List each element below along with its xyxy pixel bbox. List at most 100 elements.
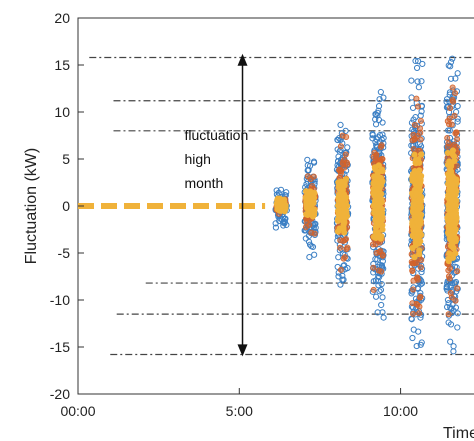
data-point-orange (373, 152, 380, 159)
data-point-blue (412, 57, 419, 65)
data-point-yellow (417, 220, 424, 227)
annotation-line: high (184, 151, 210, 167)
data-point-blue (378, 280, 385, 288)
data-point-blue (379, 294, 386, 301)
data-point-blue (339, 272, 346, 279)
data-point-blue (344, 144, 351, 151)
data-point-orange (344, 244, 351, 251)
data-point-blue (419, 60, 426, 68)
data-point-yellow (412, 236, 420, 243)
data-point-blue (413, 64, 421, 72)
data-point-blue (277, 186, 285, 193)
data-point-blue (449, 55, 456, 62)
y-tick-label: -15 (50, 339, 70, 355)
data-point-yellow (416, 205, 423, 213)
data-point-orange (370, 286, 377, 293)
data-point-yellow (303, 195, 310, 202)
data-point-yellow (336, 186, 343, 193)
data-point-orange (340, 255, 347, 262)
scatter-points (272, 55, 461, 355)
y-tick-label: 15 (54, 57, 70, 73)
data-point-orange (452, 297, 459, 304)
data-point-blue (281, 218, 288, 226)
data-point-yellow (453, 197, 460, 204)
data-point-blue (418, 280, 426, 287)
data-point-blue (281, 215, 288, 223)
data-point-yellow (409, 170, 417, 178)
data-point-yellow (378, 166, 385, 173)
data-point-yellow (307, 189, 314, 196)
data-point-yellow (447, 232, 455, 239)
data-point-yellow (335, 191, 343, 198)
data-point-orange (336, 167, 343, 174)
y-tick-label: 5 (62, 151, 70, 167)
data-point-blue (337, 121, 344, 129)
data-point-orange (377, 143, 384, 150)
arrow-head-top (237, 53, 248, 66)
data-point-blue (376, 273, 383, 281)
data-point-blue (375, 282, 382, 289)
data-point-blue (378, 301, 385, 309)
data-point-orange (409, 267, 416, 274)
data-point-yellow (412, 160, 420, 167)
data-point-blue (306, 241, 314, 248)
data-point-orange (416, 310, 423, 317)
data-point-blue (449, 280, 456, 287)
data-point-orange (454, 136, 461, 143)
x-tick-label: 5:00 (226, 403, 253, 419)
data-point-yellow (452, 219, 459, 226)
data-point-orange (339, 132, 346, 139)
data-point-blue (380, 314, 387, 321)
data-point-blue (375, 116, 383, 123)
data-point-blue (377, 88, 384, 96)
data-point-blue (283, 189, 290, 196)
data-point-blue (369, 135, 376, 142)
data-point-orange (410, 310, 417, 317)
y-axis-title: Fluctuation (kW) (23, 148, 40, 264)
data-point-orange (410, 146, 417, 153)
x-axis-ticks: 00:00 5:00 10:00 (60, 388, 418, 419)
data-point-yellow (416, 195, 423, 202)
data-point-orange (454, 285, 461, 292)
data-point-orange (453, 129, 460, 136)
data-point-yellow (376, 201, 383, 208)
data-point-yellow (444, 161, 452, 168)
data-point-blue (447, 338, 454, 345)
data-point-orange (445, 273, 452, 280)
data-point-blue (376, 96, 383, 103)
data-point-orange (369, 241, 376, 248)
data-point-blue (272, 224, 280, 231)
data-point-yellow (416, 247, 423, 254)
data-point-blue (335, 254, 342, 261)
data-point-yellow (335, 202, 342, 209)
data-point-orange (446, 121, 453, 128)
data-point-orange (417, 117, 424, 124)
data-point-orange (453, 144, 460, 151)
data-point-orange (447, 105, 454, 112)
data-point-orange (452, 90, 459, 97)
y-tick-label: -10 (50, 292, 70, 308)
data-point-yellow (336, 225, 343, 232)
data-point-orange (444, 135, 451, 142)
data-point-yellow (410, 200, 417, 208)
data-point-blue (334, 146, 341, 153)
data-point-blue (334, 136, 341, 144)
data-point-yellow (342, 176, 350, 183)
data-point-yellow (376, 180, 383, 187)
y-axis-ticks: 20 15 10 5 0 -5 -10 -15 -20 (50, 10, 84, 402)
data-point-orange (341, 237, 348, 244)
data-point-blue (447, 58, 455, 66)
data-point-blue (372, 293, 380, 300)
data-point-yellow (444, 149, 451, 157)
data-point-blue (377, 286, 385, 294)
data-point-orange (411, 135, 418, 142)
data-point-yellow (449, 203, 456, 210)
data-point-blue (304, 162, 311, 169)
annotation-line: fluctuation (184, 127, 248, 143)
data-point-blue (341, 262, 348, 269)
data-point-blue (311, 251, 318, 258)
data-point-yellow (375, 209, 382, 216)
data-point-orange (450, 98, 457, 105)
data-point-orange (445, 140, 452, 147)
data-point-blue (452, 280, 459, 287)
